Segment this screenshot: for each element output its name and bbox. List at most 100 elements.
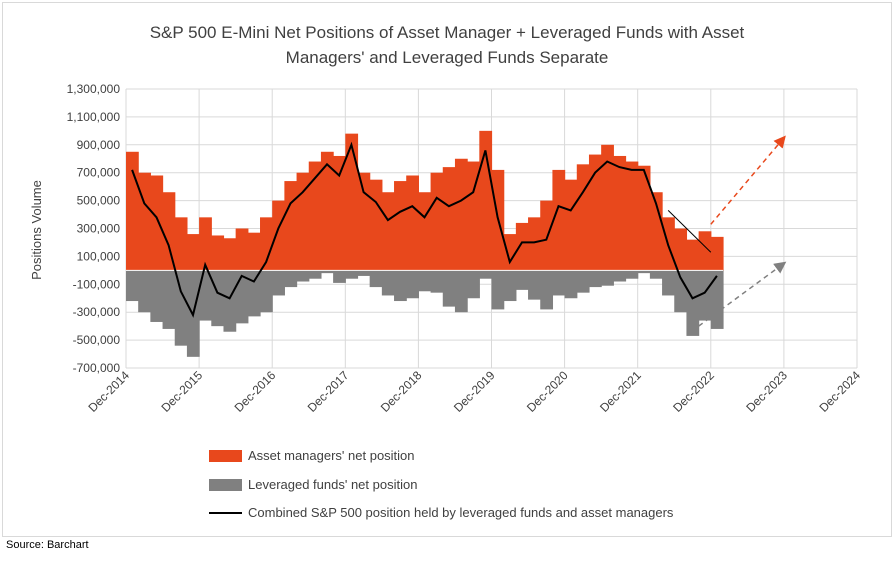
asset-managers-bar [601,144,614,271]
asset-managers-bar [138,172,151,271]
y-tick-label-9: -500,000 [73,333,121,347]
leveraged-funds-bar [211,270,225,327]
leveraged-funds-bar [515,270,529,290]
leveraged-funds-bar [698,270,712,321]
x-tick-label-7: Dec-2021 [597,368,644,415]
x-tick-label-1: Dec-2015 [159,368,206,415]
chart-title-line-1: S&P 500 E-Mini Net Positions of Asset Ma… [149,23,745,42]
y-tick-label-7: -100,000 [73,277,121,291]
leveraged-funds-bar [662,270,675,296]
leveraged-funds-bar [272,270,285,296]
asset-managers-bar [199,217,212,271]
asset-managers-bar [150,175,164,271]
leveraged-funds-bar [174,270,188,346]
leveraged-funds-bar [126,270,139,302]
asset-managers-bar [308,161,322,271]
leveraged-funds-bar [613,270,627,282]
chart-annotations [667,135,787,327]
asset-managers-bar [272,200,285,271]
x-tick-label-0: Dec-2014 [85,368,132,415]
y-tick-label-6: 100,000 [77,249,121,263]
leveraged-funds-bar [223,270,237,332]
y-axis-label: Positions Volume [29,180,44,280]
leveraged-funds-bar [637,270,651,274]
leveraged-funds-bar [138,270,151,313]
asset-managers-bar [369,179,383,271]
x-tick-label-3: Dec-2017 [305,368,352,415]
asset-managers-bar [418,192,432,271]
source-note: Source: Barchart [6,539,89,551]
asset-managers-bar [174,217,188,271]
asset-managers-bar [186,234,200,271]
chart-title-line-2: Managers' and Leveraged Funds Separate [285,48,609,67]
x-axis-ticks: Dec-2014 Dec-2015 Dec-2016 Dec-2017 Dec-2018… [85,368,863,415]
leveraged-funds-bar [674,270,688,313]
leveraged-funds-bar [491,270,505,310]
trendline [667,210,712,253]
leveraged-funds-bar [467,270,480,299]
asset-managers-bar [284,181,298,271]
leveraged-funds-bar [479,270,493,279]
legend: Asset managers' net position Leveraged f… [209,448,674,520]
asset-managers-bar [686,239,700,271]
asset-managers-bar [576,164,590,271]
x-tick-label-8: Dec-2022 [670,368,717,415]
asset-managers-bar [430,172,444,271]
chart-title: S&P 500 E-Mini Net Positions of Asset Ma… [0,20,894,70]
x-tick-label-5: Dec-2019 [451,368,498,415]
asset-managers-bar [564,179,578,271]
x-tick-label-6: Dec-2020 [524,368,571,415]
asset-managers-bar [540,200,554,271]
asset-managers-bar [442,167,456,271]
leveraged-funds-bar [333,270,346,283]
asset-managers-bar [260,217,273,271]
leveraged-funds-bar [418,270,432,292]
leveraged-funds-bar [710,270,724,329]
asset-managers-bar [528,217,541,271]
legend-swatch-asset-managers [209,450,242,462]
leveraged-funds-bar [247,270,261,317]
leveraged-funds-bar [552,270,566,296]
y-tick-label-0: 1,300,000 [67,82,121,96]
x-tick-label-9: Dec-2023 [743,368,790,415]
y-axis-ticks: 1,300,000 1,100,000 900,000 700,000 500,000 3… [67,82,121,375]
asset-managers-bar [126,151,139,271]
asset-managers-bar [211,235,225,271]
asset-managers-bar [235,228,249,271]
leveraged-funds-bar [564,270,578,299]
asset-managers-bar [552,169,566,271]
leveraged-funds-bar [528,270,541,300]
leveraged-funds-bar [540,270,554,310]
y-tick-label-1: 1,100,000 [67,110,121,124]
leveraged-funds-bar [284,270,298,288]
legend-label-leveraged-funds: Leveraged funds' net position [248,477,417,492]
legend-label-asset-managers: Asset managers' net position [248,448,415,463]
asset-managers-bar [247,232,261,271]
legend-swatch-leveraged-funds [209,479,242,491]
leveraged-funds-bar [430,270,444,293]
leveraged-funds-bar [162,270,176,329]
asset-managers-bar [345,133,359,271]
y-tick-label-10: -700,000 [73,361,121,375]
asset-managers-bar [467,161,480,271]
y-tick-label-8: -300,000 [73,305,121,319]
leveraged-funds-bar [503,270,517,302]
asset-managers-projection [710,135,786,225]
leveraged-funds-bar [381,270,395,296]
asset-managers-bar [357,172,371,271]
leveraged-funds-bar [686,270,700,336]
asset-managers-bar [381,192,395,271]
asset-managers-bar [162,192,176,271]
y-tick-label-5: 300,000 [77,222,121,236]
leveraged-funds-bar [345,270,359,279]
asset-managers-bar [637,165,651,271]
leveraged-funds-bar [588,270,602,288]
leveraged-funds-bar [308,270,322,279]
x-tick-label-2: Dec-2016 [232,368,279,415]
x-tick-label-10: Dec-2024 [816,368,863,415]
asset-managers-bar [406,175,419,271]
asset-managers-bar [710,236,724,271]
leveraged-funds-bar [649,270,663,279]
leveraged-funds-bar [601,270,614,286]
